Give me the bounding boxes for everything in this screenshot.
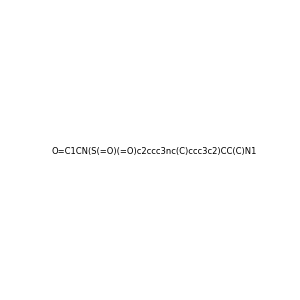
Text: O=C1CN(S(=O)(=O)c2ccc3nc(C)ccc3c2)CC(C)N1: O=C1CN(S(=O)(=O)c2ccc3nc(C)ccc3c2)CC(C)N… <box>51 147 256 156</box>
